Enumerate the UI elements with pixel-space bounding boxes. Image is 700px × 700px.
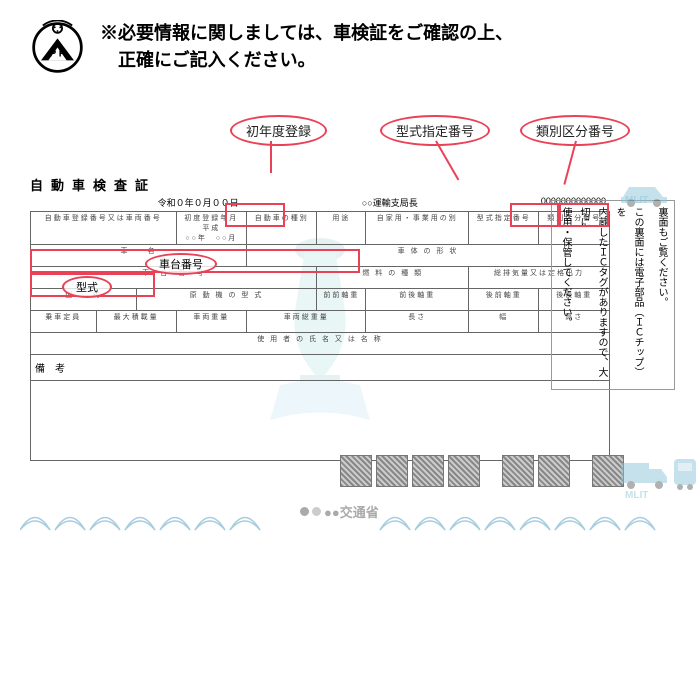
form-office: ○○運輸支局長 [362, 196, 418, 209]
qr-code [502, 455, 534, 487]
qr-code [412, 455, 444, 487]
inspection-table: 自動車登録番号又は車両番号 初度登録年月平成 ○○年 ○○月 自動車の種別 用途… [30, 211, 610, 461]
notice-text: ※必要情報に関しましては、車検証をご確認の上、 正確にご記入ください。 [100, 20, 513, 74]
callout-line-1 [270, 141, 272, 173]
qr-row [340, 455, 624, 487]
side-instruction: 裏面もご覧ください。 この裏面には電子部品（ＩＣチップ）を 内蔵したＩＣタグがあ… [551, 200, 675, 390]
cell-fuel-type: 燃 料 の 種 類 [317, 267, 469, 289]
cell-blank-1 [31, 355, 610, 381]
cell-memo [31, 381, 610, 461]
cell-length: 長さ [366, 311, 469, 333]
side-text-2: この裏面には電子部品（ＩＣチップ）を 内蔵したＩＣタグがありますので、大切に 使… [556, 207, 646, 383]
qr-code [538, 455, 570, 487]
cell-model: 型 式 [31, 289, 137, 311]
cell-first-reg: 初度登録年月平成 ○○年 ○○月 [176, 212, 246, 245]
dot-icon [300, 507, 309, 516]
cell-capacity: 乗車定員 [31, 311, 97, 333]
dot-icon [312, 507, 321, 516]
cell-type-number: 型式指定番号 [469, 212, 539, 245]
cell-ff-axle: 前前軸重 [317, 289, 366, 311]
mlit-label-2: MLIT [625, 490, 648, 501]
qr-code [340, 455, 372, 487]
cell-max-load: 最大積載量 [96, 311, 176, 333]
notice-line-2: 正確にご記入ください。 [100, 47, 513, 74]
cell-weight: 車両重量 [176, 311, 246, 333]
mlit-label-1: MLIT [625, 195, 648, 206]
cell-vehicle-type: 自動車の種別 [247, 212, 317, 245]
callouts: 初年度登録 型式指定番号 類別区分番号 [0, 115, 700, 165]
cell-reg-number: 自動車登録番号又は車両番号 [31, 212, 177, 245]
pap-logo: P P [30, 20, 85, 75]
qr-code [376, 455, 408, 487]
cell-rf-axle: 後前軸重 [469, 289, 539, 311]
footer-ministry: ●●交通省 [300, 502, 379, 521]
svg-text:P P: P P [49, 49, 65, 60]
truck-icon [615, 455, 675, 495]
form-area: 自動車検査証 x 令和０年０月００日 ○○運輸支局長 0000000000000… [30, 175, 610, 461]
side-text-1: 裏面もご覧ください。 [652, 207, 670, 383]
callout-first-year: 初年度登録 [230, 115, 327, 146]
cell-chassis-number: 車 台 番 号 [31, 267, 317, 289]
cell-fr-axle: 前後軸重 [366, 289, 469, 311]
train-icon [670, 455, 700, 495]
cell-engine-model: 原 動 機 の 型 式 [136, 289, 317, 311]
cell-private-business: 自家用・事業用の別 [366, 212, 469, 245]
memo-label: 備 考 [35, 360, 65, 375]
form-title: 自動車検査証 [30, 175, 610, 194]
form-header-row: x 令和０年０月００日 ○○運輸支局長 0000000000000 [30, 196, 610, 211]
cell-gross-weight: 車両総重量 [247, 311, 366, 333]
cell-user-name: 使 用 者 の 氏 名 又 は 名 称 [31, 333, 610, 355]
footer-label: ●●交通省 [324, 502, 379, 521]
cell-car-name: 車 名 [31, 245, 247, 267]
notice-line-1: ※必要情報に関しましては、車検証をご確認の上、 [100, 20, 513, 47]
form-date: 令和０年０月００日 [158, 196, 239, 209]
cell-use: 用途 [317, 212, 366, 245]
qr-code [448, 455, 480, 487]
cell-width: 幅 [469, 311, 539, 333]
header: P P ※必要情報に関しましては、車検証をご確認の上、 正確にご記入ください。 [0, 0, 700, 85]
